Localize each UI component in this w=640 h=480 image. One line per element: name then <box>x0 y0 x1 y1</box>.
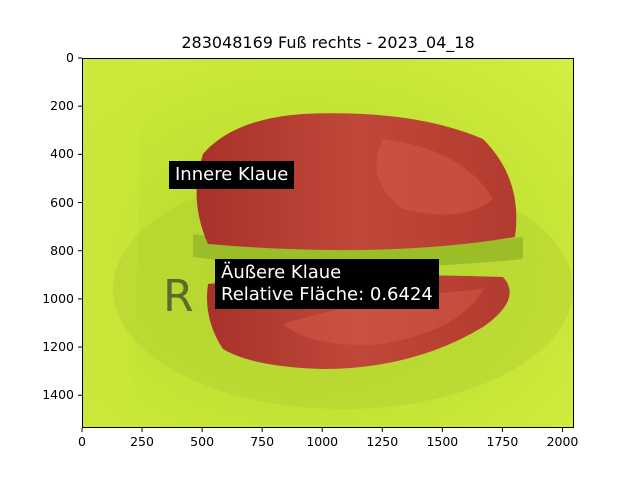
y-tick-label: 0 <box>66 50 74 65</box>
y-tick-label: 1000 <box>42 290 74 306</box>
inner-claw-label-text: Innere Klaue <box>175 164 289 185</box>
x-tick-label: 250 <box>130 434 154 449</box>
y-tick-label: 200 <box>50 98 74 114</box>
x-tick-label: 0 <box>78 434 86 449</box>
x-tick-label: 1750 <box>486 434 519 449</box>
paper-edge <box>83 59 143 427</box>
figure-title: 283048169 Fuß rechts - 2023_04_18 <box>181 33 475 52</box>
y-tick-label: 600 <box>50 194 74 210</box>
x-tick-label: 750 <box>250 434 275 449</box>
x-tick-label: 1500 <box>426 434 459 449</box>
y-tick-label: 1200 <box>42 339 74 355</box>
outer-claw-label: Äußere Klaue Relative Fläche: 0.6424 <box>215 259 439 309</box>
x-tick-label: 1250 <box>366 434 399 449</box>
relative-area-text: Relative Fläche: 0.6424 <box>221 284 433 305</box>
inner-claw-label: Innere Klaue <box>169 161 295 189</box>
x-tick-label: 500 <box>190 434 215 449</box>
hoof-photo: R <box>83 59 573 427</box>
x-tick-label: 1000 <box>306 434 339 449</box>
y-tick-label: 800 <box>50 242 74 258</box>
image-axes: R Innere Klaue Äußere Klaue Relative Flä… <box>82 58 574 428</box>
x-tick-label: 2000 <box>546 434 579 449</box>
inner-claw-highlight <box>376 139 493 215</box>
outer-claw-label-title: Äußere Klaue <box>221 262 342 283</box>
inner-claw-region <box>196 113 517 251</box>
marker-letter: R <box>163 271 194 322</box>
y-tick-label: 400 <box>50 146 74 162</box>
y-tick-label: 1400 <box>42 387 74 403</box>
